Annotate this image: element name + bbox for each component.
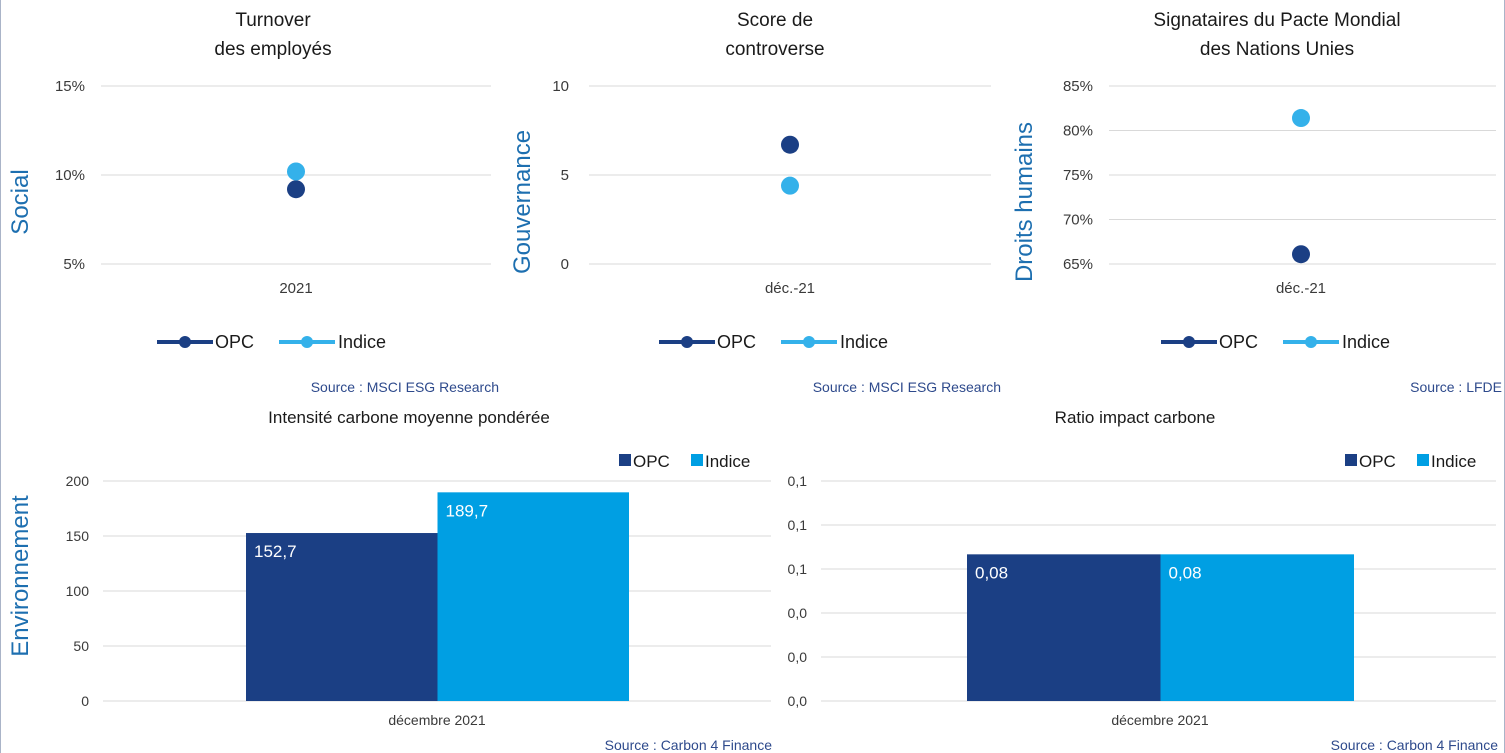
legend-label-opc: OPC bbox=[1359, 452, 1396, 471]
section-label-social: Social bbox=[7, 169, 34, 234]
chart-title-line-2: controverse bbox=[725, 39, 824, 60]
section-label-droits-humains: Droits humains bbox=[1011, 122, 1038, 282]
x-tick-label: déc.-21 bbox=[1276, 280, 1326, 297]
legend-marker-indice bbox=[301, 336, 313, 348]
chart-title-line-2: des Nations Unies bbox=[1200, 39, 1354, 60]
legend-label-opc: OPC bbox=[1219, 332, 1258, 352]
y-tick-label: 80% bbox=[1063, 123, 1093, 140]
legend-swatch-indice bbox=[1417, 454, 1429, 466]
chart-title: Ratio impact carbone bbox=[1055, 408, 1216, 427]
data-label-indice: 0,08 bbox=[1169, 563, 1202, 582]
chart-title-line-1: Score de bbox=[737, 10, 813, 31]
chart-controverse: Score de controverse 10 5 0 déc.-21 OPC … bbox=[552, 10, 1001, 395]
legend: OPC Indice bbox=[659, 332, 888, 352]
y-tick-label: 0 bbox=[81, 693, 89, 709]
data-point-opc bbox=[1292, 245, 1310, 264]
x-tick-label: 2021 bbox=[279, 280, 312, 297]
y-tick-label: 85% bbox=[1063, 78, 1093, 95]
y-tick-label: 5 bbox=[561, 167, 569, 184]
legend-swatch-opc bbox=[1345, 454, 1357, 466]
legend: OPC Indice bbox=[157, 332, 386, 352]
y-tick-label: 0,0 bbox=[788, 605, 808, 621]
data-label-indice: 189,7 bbox=[446, 501, 489, 520]
legend-marker-indice bbox=[803, 336, 815, 348]
legend-label-indice: Indice bbox=[1431, 452, 1476, 471]
data-point-indice bbox=[287, 162, 305, 181]
source-note: Source : MSCI ESG Research bbox=[311, 379, 499, 395]
y-tick-label: 65% bbox=[1063, 256, 1093, 273]
data-point-opc bbox=[781, 135, 799, 154]
source-note: Source : MSCI ESG Research bbox=[813, 379, 1001, 395]
chart-turnover: Turnover des employés 15% 10% 5% 2021 OP… bbox=[55, 10, 499, 395]
bar-opc bbox=[246, 533, 438, 701]
legend-marker-opc bbox=[681, 336, 693, 348]
x-tick-label: décembre 2021 bbox=[1111, 712, 1209, 728]
legend-label-indice: Indice bbox=[705, 452, 750, 471]
legend-label-indice: Indice bbox=[840, 332, 888, 352]
y-tick-label: 150 bbox=[66, 528, 90, 544]
x-tick-label: décembre 2021 bbox=[388, 712, 486, 728]
legend-marker-opc bbox=[1183, 336, 1195, 348]
legend: OPC Indice bbox=[1345, 452, 1476, 471]
x-tick-label: déc.-21 bbox=[765, 280, 815, 297]
y-tick-label: 75% bbox=[1063, 167, 1093, 184]
y-tick-label: 200 bbox=[66, 473, 90, 489]
chart-title-line-1: Signataires du Pacte Mondial bbox=[1153, 10, 1400, 31]
legend-marker-indice bbox=[1305, 336, 1317, 348]
y-tick-label: 70% bbox=[1063, 212, 1093, 229]
data-point-indice bbox=[1292, 109, 1310, 128]
legend-swatch-opc bbox=[619, 454, 631, 466]
section-label-gouvernance: Gouvernance bbox=[509, 130, 536, 274]
y-tick-label: 0,0 bbox=[788, 649, 808, 665]
legend-label-indice: Indice bbox=[338, 332, 386, 352]
chart-pacte-mondial: Signataires du Pacte Mondial des Nations… bbox=[1063, 10, 1502, 395]
y-tick-label: 100 bbox=[66, 583, 90, 599]
source-note: Source : Carbon 4 Finance bbox=[605, 737, 773, 753]
y-tick-label: 0 bbox=[561, 256, 569, 273]
y-tick-label: 0,1 bbox=[788, 517, 808, 533]
bar-opc bbox=[967, 554, 1161, 701]
chart-intensite-carbone: Intensité carbone moyenne pondérée OPC I… bbox=[66, 408, 773, 753]
legend-label-indice: Indice bbox=[1342, 332, 1390, 352]
y-tick-label: 5% bbox=[63, 256, 85, 273]
y-tick-label: 50 bbox=[73, 638, 89, 654]
chart-title-line-2: des employés bbox=[214, 39, 331, 60]
legend-marker-opc bbox=[179, 336, 191, 348]
bar-indice bbox=[1160, 554, 1354, 701]
section-label-environnement: Environnement bbox=[7, 495, 34, 657]
chart-ratio-impact-carbone: Ratio impact carbone OPC Indice 0,1 0,1 … bbox=[788, 408, 1499, 753]
legend-label-opc: OPC bbox=[717, 332, 756, 352]
source-note: Source : LFDE bbox=[1410, 379, 1502, 395]
legend-label-opc: OPC bbox=[633, 452, 670, 471]
data-point-opc bbox=[287, 180, 305, 199]
chart-title: Intensité carbone moyenne pondérée bbox=[268, 408, 550, 427]
data-point-indice bbox=[781, 176, 799, 195]
data-label-opc: 0,08 bbox=[975, 563, 1008, 582]
y-tick-label: 10% bbox=[55, 167, 85, 184]
y-tick-label: 0,1 bbox=[788, 473, 808, 489]
y-tick-label: 10 bbox=[552, 78, 569, 95]
bar-indice bbox=[437, 492, 629, 701]
source-note: Source : Carbon 4 Finance bbox=[1331, 737, 1499, 753]
data-label-opc: 152,7 bbox=[254, 542, 297, 561]
y-tick-label: 0,0 bbox=[788, 693, 808, 709]
y-tick-label: 15% bbox=[55, 78, 85, 95]
legend-label-opc: OPC bbox=[215, 332, 254, 352]
legend: OPC Indice bbox=[1161, 332, 1390, 352]
legend: OPC Indice bbox=[619, 452, 750, 471]
y-tick-label: 0,1 bbox=[788, 561, 808, 577]
legend-swatch-indice bbox=[691, 454, 703, 466]
chart-title-line-1: Turnover bbox=[235, 10, 311, 31]
